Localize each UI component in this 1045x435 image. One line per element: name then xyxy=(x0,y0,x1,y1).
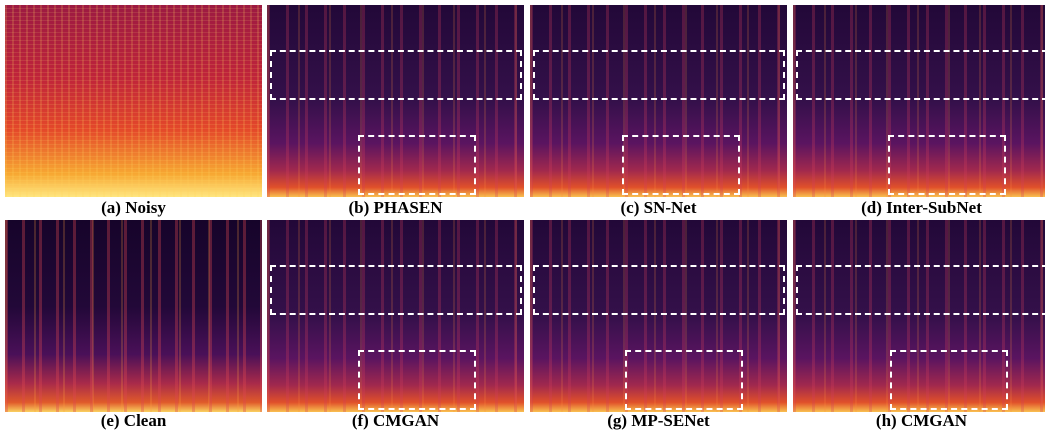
highlight-box xyxy=(533,265,785,315)
caption: (c) SN-Net xyxy=(620,198,697,217)
spectrogram xyxy=(530,220,787,412)
caption: (f) CMGAN xyxy=(351,411,440,430)
caption: (a) Noisy xyxy=(101,198,166,217)
spectrogram xyxy=(267,220,524,412)
highlight-box xyxy=(888,135,1006,195)
caption: (b) PHASEN xyxy=(348,198,443,217)
spectrogram xyxy=(5,220,262,412)
caption: (e) Clean xyxy=(100,411,167,430)
highlight-box xyxy=(270,265,522,315)
highlight-box xyxy=(358,135,476,195)
highlight-box xyxy=(796,50,1045,100)
highlight-box xyxy=(270,50,522,100)
caption: (g) MP-SENet xyxy=(607,411,710,430)
highlight-box xyxy=(796,265,1045,315)
spectrogram xyxy=(793,5,1045,197)
spectrogram xyxy=(5,5,262,197)
highlight-box xyxy=(533,50,785,100)
highlight-box xyxy=(890,350,1008,410)
highlight-box xyxy=(625,350,743,410)
caption: (d) Inter-SubNet xyxy=(861,198,982,217)
spectrogram xyxy=(530,5,787,197)
caption: (h) CMGAN xyxy=(875,411,968,430)
spectrogram xyxy=(267,5,524,197)
spectrogram xyxy=(793,220,1045,412)
highlight-box xyxy=(358,350,476,410)
highlight-box xyxy=(622,135,740,195)
